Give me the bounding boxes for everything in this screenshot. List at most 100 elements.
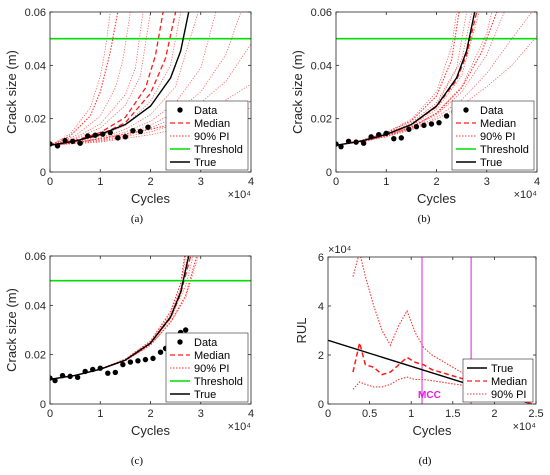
sample-path-line	[50, 12, 131, 146]
data-point	[336, 141, 339, 147]
data-point	[112, 369, 119, 376]
panel-caption: (b)	[418, 213, 431, 225]
data-point	[383, 130, 389, 137]
legend-data-symbol	[177, 107, 183, 113]
x-tick-label: 1	[97, 176, 103, 188]
data-point	[406, 126, 412, 133]
data-point	[443, 113, 450, 119]
sample-path-line	[336, 35, 537, 146]
y-tick-label: 0.02	[311, 114, 332, 126]
data-point	[137, 128, 144, 135]
x-tick-label: 1	[97, 408, 103, 420]
pi-rul-line	[352, 257, 533, 404]
x-tick-label: 0	[47, 176, 53, 188]
data-point	[127, 359, 134, 365]
legend-label: Data	[480, 105, 504, 117]
x-tick-label: 2.5	[528, 408, 543, 420]
panel-caption: (a)	[131, 213, 144, 225]
data-point	[50, 375, 53, 381]
true-curve-line	[336, 12, 476, 146]
data-point	[107, 129, 114, 136]
panel-c: 0 1 2 3 4 0 0.02 0.04 0.06 Cycles Crack size (m) ×1…	[4, 251, 254, 438]
legend-label: Threshold	[194, 144, 243, 156]
x-axis-label: Cycles	[417, 191, 457, 206]
data-point	[77, 140, 83, 146]
legend-label: Median	[491, 376, 527, 388]
data-point	[345, 138, 352, 145]
data-point	[135, 358, 141, 364]
x-tick-label: 0	[333, 176, 339, 188]
y-axis-label: Crack size (m)	[4, 288, 19, 372]
sample-path-line	[336, 12, 457, 146]
legend-label: 90% PI	[194, 131, 229, 143]
y-tick-label: 0	[40, 167, 46, 179]
true-curve-line	[50, 12, 190, 146]
data-point	[145, 124, 151, 130]
x-axis-label: Cycles	[412, 423, 452, 438]
panel-a: 0 1 2 3 4 0 0.02 0.04 0.06 Cycles Crack size (m) ×1…	[4, 7, 254, 206]
panel-d: MCCHCC00.511.522.50246CyclesRUL×10⁴×10⁴T…	[294, 244, 544, 438]
sample-path-line	[336, 12, 533, 146]
data-point	[360, 140, 367, 146]
y-tick-label: 0.06	[25, 251, 46, 263]
data-point	[84, 133, 91, 139]
panel-caption: (d)	[419, 455, 432, 467]
legend-data-symbol	[177, 339, 183, 345]
x-exponent-label: ×10⁴	[514, 189, 538, 201]
data-point	[67, 373, 73, 380]
y-axis-label: Crack size (m)	[290, 50, 305, 134]
x-exponent-label: ×10⁴	[228, 421, 252, 433]
axes-frame	[327, 256, 537, 405]
pi-bound-line	[50, 12, 119, 146]
x-tick-label: 2	[433, 176, 439, 188]
sample-path-line	[50, 12, 151, 146]
legend-label: Median	[194, 118, 230, 130]
data-point	[436, 119, 442, 126]
data-point	[157, 349, 164, 355]
plot-content	[50, 12, 251, 149]
sample-path-line	[336, 12, 467, 146]
x-tick-label: 2	[491, 408, 497, 420]
y-tick-label: 0.02	[25, 114, 46, 126]
y-axis-label: Crack size (m)	[4, 50, 19, 134]
data-point	[130, 127, 136, 134]
sample-path-line	[50, 12, 242, 146]
data-point	[142, 356, 149, 363]
data-point	[92, 132, 98, 138]
legend-label: Data	[194, 105, 218, 117]
data-point	[82, 368, 88, 375]
legend-label: Threshold	[480, 144, 529, 156]
y-tick-label: 0.04	[311, 60, 332, 72]
data-point	[90, 366, 96, 373]
legend-label: Median	[480, 118, 516, 130]
data-point	[122, 134, 129, 140]
data-point	[74, 374, 81, 381]
x-exponent-label: ×10⁴	[228, 189, 252, 201]
data-point	[353, 139, 359, 145]
data-point	[182, 327, 189, 333]
data-point	[115, 135, 121, 141]
sample-path-line	[50, 12, 144, 146]
x-axis-label: Cycles	[131, 423, 171, 438]
y-tick-label: 6	[318, 252, 324, 264]
plot-content	[50, 256, 251, 384]
mcc-label: MCC	[418, 390, 441, 401]
x-tick-label: 0	[47, 408, 53, 420]
data-point	[59, 372, 66, 379]
panel-b: 0 1 2 3 4 0 0.02 0.04 0.06 Cycles Crack size (m) ×1…	[290, 7, 540, 206]
legend-label: True	[480, 157, 502, 169]
legend-label: Data	[194, 337, 218, 349]
panel-caption: (c)	[131, 455, 144, 467]
pi-bound-line	[336, 12, 460, 146]
y-tick-label: 0.02	[25, 350, 46, 362]
y-tick-label: 0	[318, 399, 324, 411]
sample-path-line	[336, 12, 493, 146]
x-tick-label: 4	[248, 408, 254, 420]
y-exponent-label: ×10⁴	[328, 244, 352, 256]
legend-label: True	[194, 389, 216, 401]
y-tick-label: 2	[318, 350, 324, 362]
sample-path-line	[50, 12, 111, 146]
